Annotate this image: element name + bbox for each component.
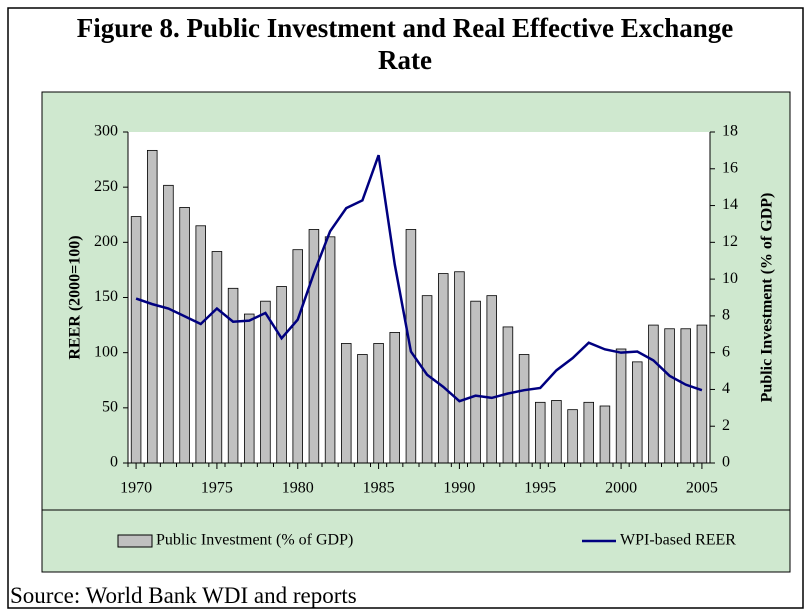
bar [551, 400, 562, 464]
bar [648, 324, 659, 464]
bar [567, 409, 578, 464]
y-tick-label: 50 [102, 399, 118, 416]
y-tick-label: 100 [94, 343, 118, 360]
plot-area [128, 132, 710, 463]
y2-tick-label: 12 [722, 233, 738, 250]
bar [324, 236, 336, 464]
y2-tick-label: 2 [722, 417, 730, 434]
bar [179, 206, 190, 464]
y-tick-label: 150 [94, 288, 118, 305]
bar [357, 354, 368, 464]
bar [292, 249, 303, 464]
legend-label: Public Investment (% of GDP) [156, 532, 353, 549]
y2-axis-title: Public Investment (% of GDP) [759, 193, 776, 403]
y2-tick-label: 18 [722, 123, 738, 140]
x-tick-label: 1975 [201, 480, 233, 497]
bar [340, 343, 352, 464]
bar [470, 300, 481, 464]
legend-box [41, 509, 791, 573]
x-tick-label: 2005 [686, 480, 718, 497]
y-tick-label: 200 [94, 233, 118, 250]
bar [615, 348, 627, 464]
bar [373, 343, 384, 464]
bar [599, 405, 611, 464]
y-tick-label: 250 [94, 178, 118, 195]
y-axis-title: REER (2000=100) [67, 235, 84, 359]
bar [389, 332, 400, 464]
bar [163, 184, 174, 464]
x-tick-label: 1990 [443, 480, 475, 497]
x-tick-label: 2000 [605, 480, 637, 497]
y2-tick-label: 6 [722, 343, 730, 360]
y-tick-label: 0 [110, 454, 118, 471]
bar [696, 324, 708, 464]
bar [195, 225, 206, 464]
outer-frame [7, 7, 804, 609]
bar [243, 313, 255, 464]
y2-tick-label: 0 [722, 454, 730, 471]
bar [227, 287, 239, 464]
bar [276, 286, 287, 464]
legend-swatch [117, 534, 153, 548]
bar [486, 295, 497, 464]
legend-label: WPI-based REER [620, 532, 736, 549]
y2-tick-label: 10 [722, 270, 738, 287]
x-tick-label: 1970 [120, 480, 152, 497]
y2-tick-label: 8 [722, 307, 730, 324]
bar [632, 361, 643, 464]
bar [437, 273, 449, 464]
x-tick-label: 1985 [363, 480, 395, 497]
bar [518, 354, 530, 464]
y2-tick-label: 4 [722, 380, 730, 397]
y-tick-label: 300 [94, 123, 118, 140]
bar [211, 251, 223, 464]
chart-title: Figure 8. Public Investment and Real Eff… [76, 13, 734, 75]
bar [680, 328, 692, 464]
bar [421, 295, 433, 464]
bar [454, 271, 465, 464]
source-note: Source: World Bank WDI and reports [10, 583, 357, 608]
y2-tick-label: 14 [722, 196, 738, 213]
line [135, 154, 703, 403]
x-tick-label: 1995 [524, 480, 556, 497]
bar [130, 216, 142, 464]
bar [664, 328, 675, 464]
bar [260, 300, 271, 464]
y2-tick-label: 16 [722, 159, 738, 176]
x-tick-label: 1980 [282, 480, 314, 497]
bar [583, 401, 595, 464]
bar [535, 401, 546, 464]
bar [146, 149, 158, 464]
